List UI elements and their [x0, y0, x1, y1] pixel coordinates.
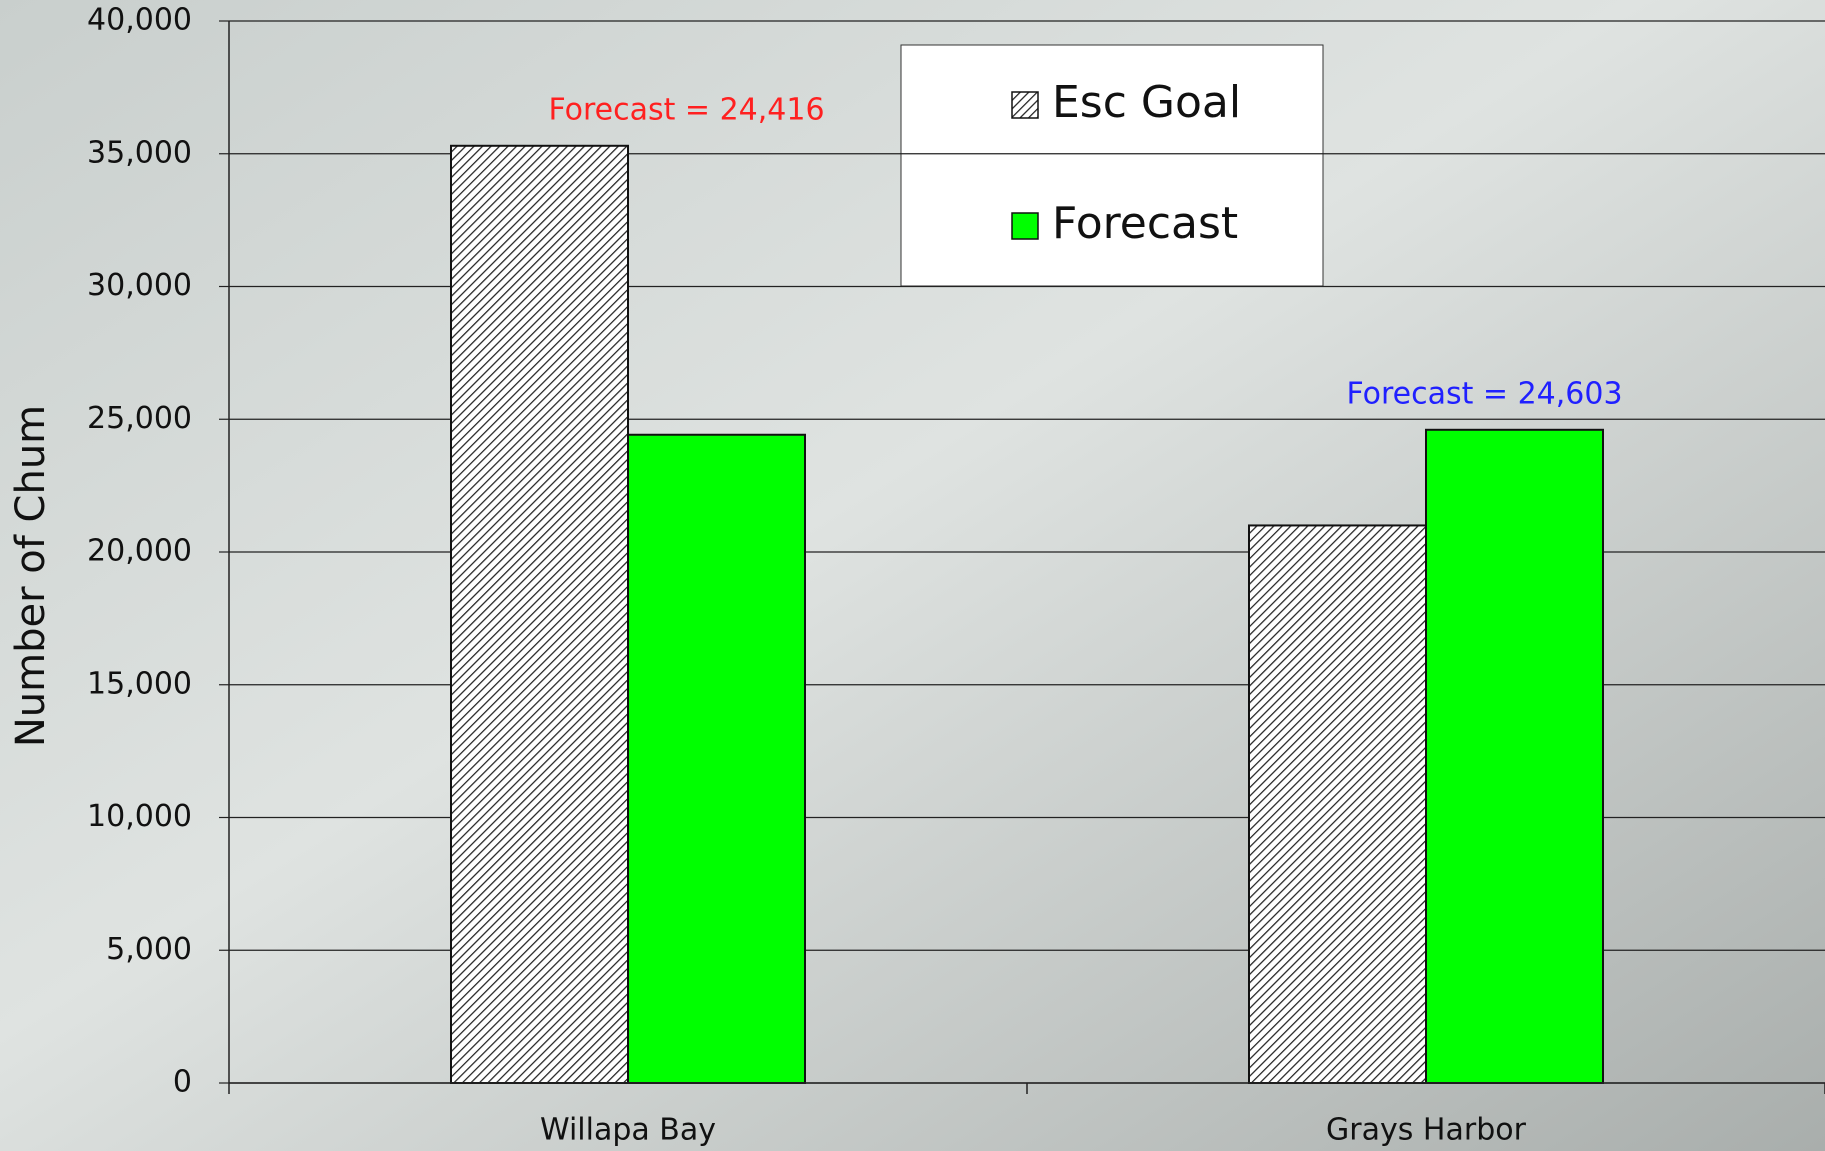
y-tick-label: 5,000: [106, 932, 192, 967]
y-tick-label: 35,000: [87, 135, 192, 170]
y-tick-label: 10,000: [87, 799, 192, 834]
legend: Esc Goal Forecast: [900, 44, 1324, 287]
y-tick-label: 0: [173, 1065, 192, 1100]
y-tick-label: 20,000: [87, 534, 192, 569]
value-label: Forecast = 24,603: [1346, 376, 1622, 411]
bar: [627, 433, 806, 1084]
bar: [450, 144, 629, 1085]
y-axis-title: Number of Chum: [8, 405, 54, 747]
x-tick-label: Willapa Bay: [540, 1113, 716, 1148]
x-tick-label: Grays Harbor: [1326, 1113, 1527, 1148]
bar: [1248, 524, 1427, 1084]
y-tick-label: 15,000: [87, 666, 192, 701]
legend-swatch: [1011, 212, 1039, 240]
y-tick-label: 30,000: [87, 268, 192, 303]
bar: [1425, 428, 1604, 1084]
y-tick-label: 40,000: [87, 3, 192, 38]
legend-swatch: [1011, 91, 1039, 119]
y-tick-label: 25,000: [87, 401, 192, 436]
legend-label: Forecast: [1052, 198, 1238, 249]
legend-box: [900, 44, 1324, 287]
legend-label: Esc Goal: [1052, 77, 1241, 128]
value-label: Forecast = 24,416: [548, 92, 824, 127]
